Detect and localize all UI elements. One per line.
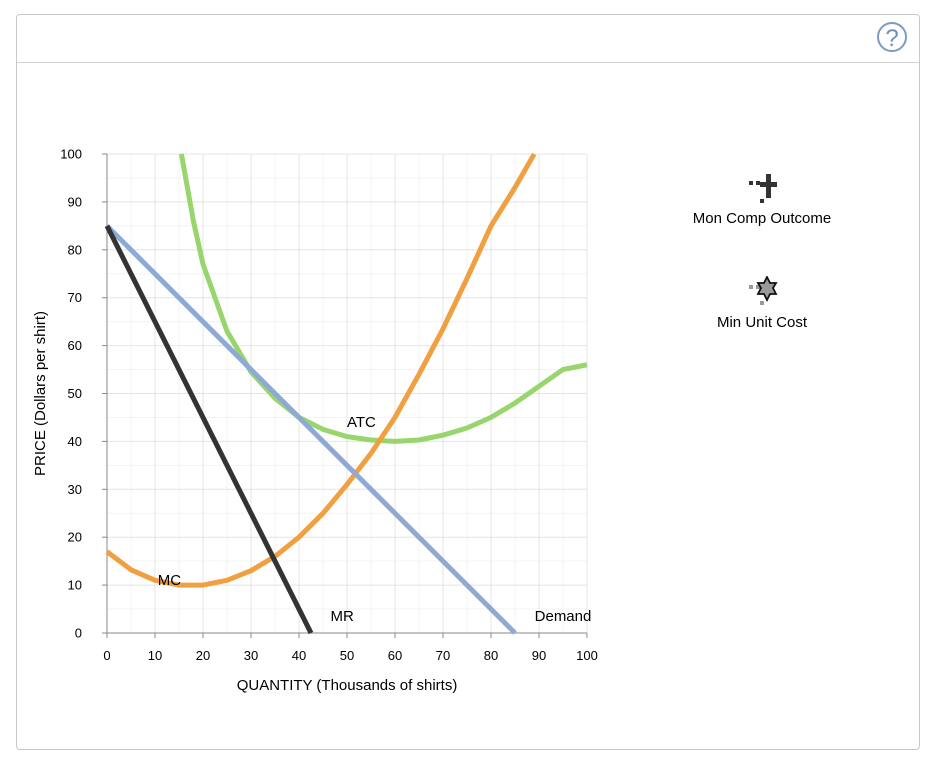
curve-label-atc: ATC <box>347 414 376 431</box>
panel-header: ? <box>17 15 919 63</box>
curve-demand[interactable] <box>105 224 517 635</box>
y-tick-label: 50 <box>68 386 82 401</box>
x-tick-label: 40 <box>292 648 306 663</box>
x-tick-label: 80 <box>484 648 498 663</box>
x-tick-label: 30 <box>244 648 258 663</box>
x-tick-label: 50 <box>340 648 354 663</box>
curve-mc[interactable] <box>105 152 537 588</box>
star-marker-icon[interactable] <box>746 276 778 308</box>
y-tick-label: 10 <box>68 578 82 593</box>
x-tick-label: 10 <box>148 648 162 663</box>
y-tick-label: 40 <box>68 434 82 449</box>
curve-label-mc: MC <box>158 572 181 589</box>
y-tick-label: 30 <box>68 482 82 497</box>
help-icon[interactable]: ? <box>877 22 907 52</box>
x-axis-title: QUANTITY (Thousands of shirts) <box>237 677 458 694</box>
y-tick-label: 70 <box>68 290 82 305</box>
legend-min-unit-cost[interactable]: Min Unit Cost <box>667 276 857 331</box>
x-tick-label: 90 <box>532 648 546 663</box>
y-tick-label: 60 <box>68 338 82 353</box>
x-tick-label: 70 <box>436 648 450 663</box>
x-tick-label: 0 <box>103 648 110 663</box>
curve-label-mr: MR <box>331 608 354 625</box>
legend-mon-comp-outcome[interactable]: Mon Comp Outcome <box>667 172 857 227</box>
question-panel: ? <box>16 14 920 750</box>
plus-marker-icon[interactable] <box>746 172 778 204</box>
y-tick-label: 80 <box>68 242 82 257</box>
y-axis-title: PRICE (Dollars per shirt) <box>32 311 49 476</box>
y-tick-label: 90 <box>68 194 82 209</box>
x-tick-label: 60 <box>388 648 402 663</box>
legend-label: Min Unit Cost <box>716 314 808 331</box>
y-tick-label: 20 <box>68 530 82 545</box>
curve-label-demand: Demand <box>535 608 592 625</box>
y-tick-label: 0 <box>75 626 82 641</box>
curve-mr[interactable] <box>104 224 314 635</box>
curve-atc[interactable] <box>178 153 588 444</box>
y-tick-label: 100 <box>60 147 82 162</box>
legend-label: Mon Comp Outcome <box>692 210 832 227</box>
x-tick-label: 100 <box>576 648 598 663</box>
x-tick-label: 20 <box>196 648 210 663</box>
